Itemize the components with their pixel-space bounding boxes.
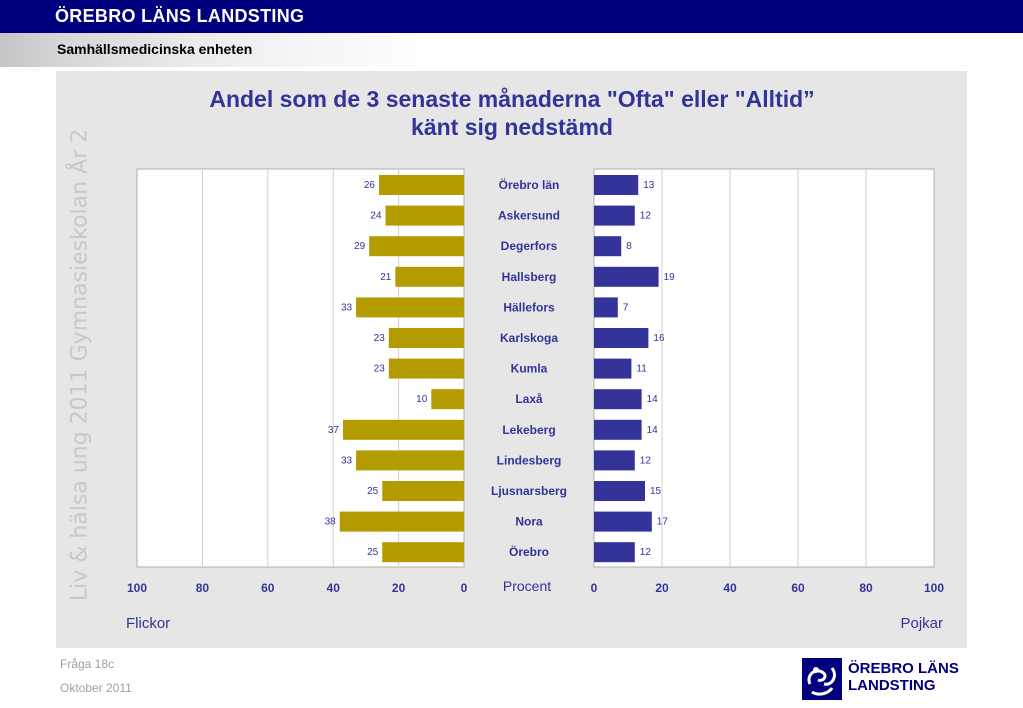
x-tick-label-right: 80: [859, 581, 873, 595]
data-label-flickor: 37: [328, 425, 340, 436]
category-label: Örebro: [509, 544, 549, 559]
category-label: Laxå: [515, 392, 543, 406]
bar-flickor: [378, 175, 464, 195]
data-label-flickor: 10: [416, 394, 428, 405]
bar-flickor: [388, 358, 464, 379]
logo-text: ÖREBRO LÄNS LANDSTING: [848, 660, 959, 694]
x-tick-label-left: 40: [327, 581, 341, 595]
bar-flickor: [395, 266, 464, 287]
plot-area-right: [593, 168, 935, 568]
data-label-pojkar: 16: [653, 333, 665, 344]
data-label-pojkar: 12: [640, 455, 652, 466]
data-label-pojkar: 12: [640, 547, 652, 558]
bar-flickor: [431, 389, 464, 410]
bar-pojkar: [594, 389, 642, 410]
bar-flickor: [343, 419, 464, 440]
question-label: Fråga 18c: [60, 657, 115, 671]
bar-pojkar: [594, 266, 659, 287]
category-label: Kumla: [511, 362, 548, 376]
unit-title: Samhällsmedicinska enheten: [57, 41, 253, 57]
bar-flickor: [382, 481, 464, 501]
x-tick-label-left: 0: [461, 581, 468, 595]
category-label: Degerfors: [501, 239, 558, 253]
category-label: Örebro län: [499, 177, 560, 192]
data-label-pojkar: 17: [657, 517, 669, 528]
data-label-flickor: 25: [367, 547, 379, 558]
data-label-pojkar: 13: [643, 180, 655, 191]
bar-flickor: [356, 297, 464, 318]
data-label-pojkar: 12: [640, 211, 652, 222]
bar-flickor: [369, 236, 464, 257]
data-label-flickor: 26: [364, 180, 376, 191]
data-label-flickor: 24: [370, 211, 382, 222]
category-label: Lindesberg: [497, 453, 562, 467]
bar-pojkar: [594, 450, 635, 471]
data-label-pojkar: 14: [647, 394, 659, 405]
organization-title: ÖREBRO LÄNS LANDSTING: [55, 6, 305, 26]
category-label: Hallsberg: [502, 270, 557, 284]
data-label-flickor: 38: [325, 517, 337, 528]
data-label-flickor: 23: [374, 333, 386, 344]
data-label-pojkar: 11: [636, 364, 647, 375]
data-label-pojkar: 15: [650, 486, 662, 497]
x-tick-label-left: 100: [127, 581, 147, 595]
data-label-pojkar: 19: [664, 272, 676, 283]
bar-pojkar: [594, 328, 649, 348]
bar-pojkar: [594, 175, 639, 195]
category-label: Karlskoga: [500, 331, 558, 345]
x-axis-label: Procent: [503, 578, 551, 594]
subheader-bar: Samhällsmedicinska enheten: [0, 33, 1023, 67]
data-label-flickor: 29: [354, 241, 366, 252]
logo-line-1: ÖREBRO LÄNS: [848, 660, 959, 677]
x-tick-label-left: 20: [392, 581, 406, 595]
data-label-pojkar: 8: [626, 241, 632, 252]
bar-flickor: [339, 511, 464, 532]
date-label: Oktober 2011: [60, 681, 132, 695]
x-tick-label-right: 100: [924, 581, 944, 595]
data-label-flickor: 25: [367, 486, 379, 497]
survey-side-label: Liv & hälsa ung 2011 Gymnasieskolan År 2: [67, 128, 93, 602]
x-tick-label-right: 40: [723, 581, 737, 595]
data-label-pojkar: 14: [647, 425, 659, 436]
data-label-flickor: 21: [380, 272, 392, 283]
bar-pojkar: [594, 358, 632, 379]
category-label: Ljusnarsberg: [491, 484, 567, 498]
x-tick-label-left: 60: [261, 581, 275, 595]
logo-line-2: LANDSTING: [848, 677, 936, 694]
category-label: Hällefors: [503, 300, 555, 314]
bar-pojkar: [594, 419, 642, 440]
bar-pojkar: [594, 297, 618, 318]
bar-flickor: [382, 542, 464, 563]
x-tick-label-right: 20: [655, 581, 669, 595]
series-label-pojkar: Pojkar: [900, 615, 943, 632]
data-label-pojkar: 7: [623, 302, 629, 313]
bar-flickor: [388, 328, 464, 348]
landsting-logo: ÖREBRO LÄNS LANDSTING: [802, 658, 962, 700]
x-tick-label-right: 0: [591, 581, 598, 595]
x-tick-label-right: 60: [791, 581, 805, 595]
x-tick-label-left: 80: [196, 581, 210, 595]
header-bar: ÖREBRO LÄNS LANDSTING: [0, 0, 1023, 33]
category-label: Askersund: [498, 209, 560, 223]
bar-flickor: [385, 205, 464, 226]
series-label-flickor: Flickor: [126, 615, 170, 632]
data-label-flickor: 33: [341, 302, 353, 313]
chart-title: Andel som de 3 senaste månaderna "Ofta" …: [209, 86, 814, 112]
bar-pojkar: [594, 205, 635, 226]
category-label: Lekeberg: [502, 423, 555, 437]
data-label-flickor: 33: [341, 455, 353, 466]
bar-pojkar: [594, 542, 635, 563]
bar-flickor: [356, 450, 464, 471]
bar-pojkar: [594, 481, 645, 501]
data-label-flickor: 23: [374, 364, 386, 375]
category-label: Nora: [515, 515, 543, 529]
bar-pojkar: [594, 236, 622, 257]
chart-title-line-2: känt sig nedstämd: [411, 114, 613, 140]
logo-icon: [802, 658, 842, 700]
bar-pojkar: [594, 511, 652, 532]
